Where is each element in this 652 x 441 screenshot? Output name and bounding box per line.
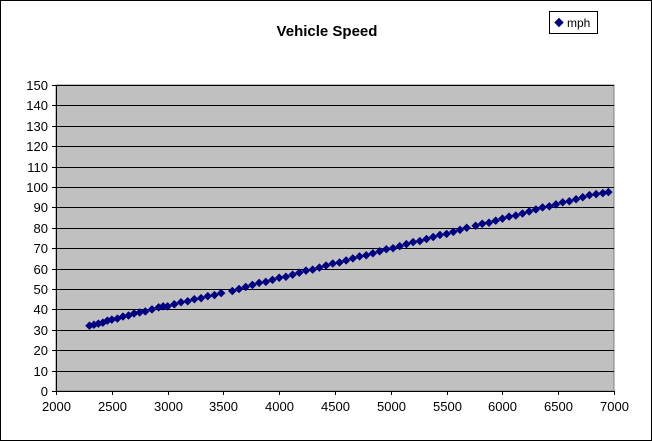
data-point <box>571 194 581 204</box>
data-point <box>375 246 384 256</box>
y-tick-label: 20 <box>34 343 48 358</box>
data-point <box>462 223 472 233</box>
data-point <box>604 187 613 197</box>
x-tick-label: 5500 <box>433 399 462 414</box>
data-point <box>140 307 150 316</box>
data-point <box>341 256 351 265</box>
y-tick-label: 80 <box>34 221 48 236</box>
x-tick-label: 3000 <box>154 399 183 414</box>
data-point <box>578 192 588 202</box>
data-point <box>511 211 521 220</box>
y-tick-label: 130 <box>26 119 48 134</box>
data-point <box>388 243 398 253</box>
data-point <box>321 261 331 270</box>
data-point <box>455 225 465 235</box>
data-point <box>308 265 318 274</box>
plot-background <box>55 84 615 392</box>
data-point <box>315 263 324 272</box>
data-point <box>565 196 574 206</box>
y-tick-label: 10 <box>34 364 48 379</box>
legend-label: mph <box>567 16 590 30</box>
chart-title: Vehicle Speed <box>277 23 378 40</box>
data-point <box>210 290 219 300</box>
data-point <box>241 282 251 292</box>
x-tick-label: 4500 <box>321 399 350 414</box>
legend: mph <box>549 11 598 34</box>
legend-marker <box>554 17 564 28</box>
data-point <box>234 284 244 294</box>
data-point <box>491 216 501 226</box>
data-point <box>227 286 237 296</box>
y-tick-label: 140 <box>26 98 48 113</box>
data-point <box>147 305 157 314</box>
data-point <box>348 254 358 263</box>
data-point <box>169 299 179 309</box>
plot-area: 0 10 20 30 40 50 60 70 80 90 100 110 120 130 140 150 200… <box>26 78 629 414</box>
x-tick-label: 3500 <box>209 399 238 414</box>
data-point <box>216 288 226 298</box>
legend-box <box>549 11 598 34</box>
data-point <box>268 275 277 285</box>
x-tick-label: 6000 <box>488 399 517 414</box>
data-point <box>448 227 458 237</box>
data-point <box>551 199 561 209</box>
data-point <box>183 296 193 306</box>
data-point <box>261 277 271 287</box>
data-point <box>518 209 527 218</box>
data-point <box>422 234 431 244</box>
x-tick-label: 2500 <box>98 399 127 414</box>
data-point <box>163 301 172 311</box>
x-tick-label: 2000 <box>42 399 71 414</box>
y-tick-label: 40 <box>34 302 48 317</box>
data-point <box>471 221 480 231</box>
y-tick-label: 120 <box>26 139 48 154</box>
data-point <box>524 207 534 216</box>
x-tick-label: 6500 <box>544 399 573 414</box>
y-tick-label: 90 <box>34 200 48 215</box>
data-point <box>196 293 206 303</box>
data-point <box>531 205 541 214</box>
data-point <box>294 268 304 278</box>
y-tick-label: 100 <box>26 180 48 195</box>
y-tick-label: 150 <box>26 78 48 93</box>
data-point <box>361 250 371 260</box>
data-point <box>368 248 378 258</box>
data-point <box>395 241 405 251</box>
y-tick-label: 30 <box>34 323 48 338</box>
x-tick-label: 4000 <box>265 399 294 414</box>
y-tick-label: 0 <box>41 384 48 399</box>
data-point <box>281 272 291 282</box>
data-point <box>402 239 411 249</box>
data-point <box>442 229 451 239</box>
x-tick-label: 7000 <box>600 399 629 414</box>
data-point <box>498 214 507 223</box>
data-point <box>428 232 438 242</box>
data-point <box>484 218 494 228</box>
data-point <box>544 202 554 211</box>
x-tick-label: 5000 <box>377 399 406 414</box>
data-point <box>335 258 344 267</box>
y-tick-label: 110 <box>27 160 48 175</box>
y-tick-label: 70 <box>34 241 48 256</box>
data-point <box>415 236 425 246</box>
data-point <box>288 270 297 280</box>
y-tick-label: 50 <box>34 282 48 297</box>
data-point <box>248 280 257 290</box>
y-tick-label: 60 <box>34 262 48 277</box>
